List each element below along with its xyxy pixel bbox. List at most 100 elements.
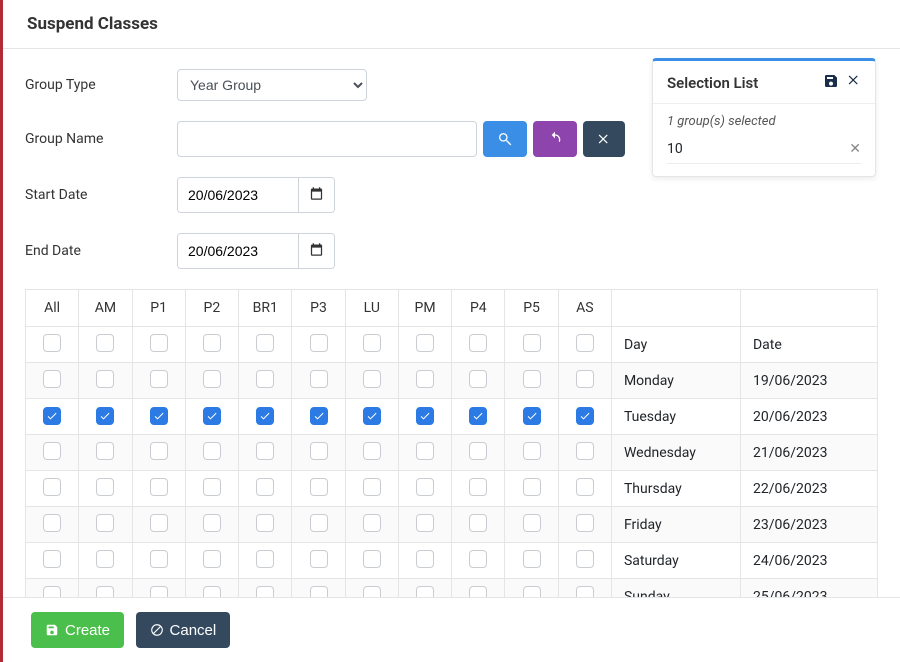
period-checkbox[interactable] xyxy=(523,550,541,568)
period-checkbox[interactable] xyxy=(576,370,594,388)
period-checkbox[interactable] xyxy=(43,407,61,425)
period-checkbox[interactable] xyxy=(96,370,114,388)
period-checkbox[interactable] xyxy=(576,407,594,425)
period-checkbox[interactable] xyxy=(43,370,61,388)
period-checkbox[interactable] xyxy=(310,514,328,532)
period-checkbox[interactable] xyxy=(310,550,328,568)
period-checkbox[interactable] xyxy=(523,407,541,425)
period-checkbox[interactable] xyxy=(96,514,114,532)
period-checkbox[interactable] xyxy=(256,407,274,425)
end-date-picker-button[interactable] xyxy=(298,234,334,268)
period-checkbox[interactable] xyxy=(150,370,168,388)
period-checkbox[interactable] xyxy=(310,478,328,496)
period-checkbox[interactable] xyxy=(523,334,541,352)
footer: Create Cancel xyxy=(3,597,900,662)
period-checkbox[interactable] xyxy=(469,370,487,388)
period-checkbox[interactable] xyxy=(96,550,114,568)
period-checkbox[interactable] xyxy=(43,514,61,532)
cancel-button[interactable]: Cancel xyxy=(136,612,231,648)
period-checkbox[interactable] xyxy=(203,478,221,496)
end-date-input[interactable] xyxy=(178,234,298,268)
period-checkbox[interactable] xyxy=(469,550,487,568)
period-checkbox[interactable] xyxy=(469,478,487,496)
period-checkbox[interactable] xyxy=(256,478,274,496)
cell-checkbox xyxy=(292,399,345,435)
cell-checkbox xyxy=(452,543,505,579)
period-checkbox[interactable] xyxy=(523,478,541,496)
period-checkbox[interactable] xyxy=(150,407,168,425)
period-checkbox[interactable] xyxy=(256,514,274,532)
period-checkbox[interactable] xyxy=(43,478,61,496)
cell-checkbox xyxy=(79,327,132,363)
period-checkbox[interactable] xyxy=(310,407,328,425)
period-checkbox[interactable] xyxy=(256,442,274,460)
period-checkbox[interactable] xyxy=(310,334,328,352)
period-checkbox[interactable] xyxy=(416,442,434,460)
period-checkbox[interactable] xyxy=(203,514,221,532)
period-checkbox[interactable] xyxy=(416,514,434,532)
period-checkbox[interactable] xyxy=(363,478,381,496)
period-checkbox[interactable] xyxy=(256,550,274,568)
period-checkbox[interactable] xyxy=(416,550,434,568)
cell-checkbox xyxy=(185,507,238,543)
period-checkbox[interactable] xyxy=(363,442,381,460)
cell-date: 24/06/2023 xyxy=(740,543,877,579)
period-checkbox[interactable] xyxy=(576,478,594,496)
period-checkbox[interactable] xyxy=(363,407,381,425)
period-checkbox[interactable] xyxy=(150,550,168,568)
period-checkbox[interactable] xyxy=(150,442,168,460)
period-checkbox[interactable] xyxy=(576,550,594,568)
search-button[interactable] xyxy=(483,121,527,157)
period-checkbox[interactable] xyxy=(256,370,274,388)
period-checkbox[interactable] xyxy=(203,550,221,568)
period-checkbox[interactable] xyxy=(469,334,487,352)
period-checkbox[interactable] xyxy=(576,334,594,352)
period-checkbox[interactable] xyxy=(523,514,541,532)
period-checkbox[interactable] xyxy=(363,514,381,532)
period-checkbox[interactable] xyxy=(43,334,61,352)
period-checkbox[interactable] xyxy=(363,370,381,388)
period-checkbox[interactable] xyxy=(96,442,114,460)
period-checkbox[interactable] xyxy=(43,442,61,460)
close-icon[interactable] xyxy=(847,73,861,93)
period-checkbox[interactable] xyxy=(576,514,594,532)
period-checkbox[interactable] xyxy=(43,550,61,568)
group-type-select[interactable]: Year Group xyxy=(177,69,367,101)
remove-selection-icon[interactable]: ✕ xyxy=(849,141,861,157)
cell-day: Wednesday xyxy=(611,435,740,471)
period-checkbox[interactable] xyxy=(96,407,114,425)
undo-button[interactable] xyxy=(533,121,577,157)
start-date-picker-button[interactable] xyxy=(298,178,334,212)
period-checkbox[interactable] xyxy=(256,334,274,352)
create-button[interactable]: Create xyxy=(31,612,124,648)
start-date-input[interactable] xyxy=(178,178,298,212)
period-checkbox[interactable] xyxy=(523,442,541,460)
cell-checkbox xyxy=(26,471,79,507)
period-checkbox[interactable] xyxy=(576,442,594,460)
period-checkbox[interactable] xyxy=(416,478,434,496)
period-checkbox[interactable] xyxy=(150,514,168,532)
period-checkbox[interactable] xyxy=(416,370,434,388)
period-checkbox[interactable] xyxy=(523,370,541,388)
period-checkbox[interactable] xyxy=(416,334,434,352)
save-icon[interactable] xyxy=(823,73,839,93)
period-checkbox[interactable] xyxy=(363,334,381,352)
period-checkbox[interactable] xyxy=(96,478,114,496)
period-checkbox[interactable] xyxy=(203,334,221,352)
period-checkbox[interactable] xyxy=(310,442,328,460)
period-checkbox[interactable] xyxy=(203,407,221,425)
group-name-input[interactable] xyxy=(177,121,477,157)
period-checkbox[interactable] xyxy=(469,407,487,425)
period-checkbox[interactable] xyxy=(416,407,434,425)
period-checkbox[interactable] xyxy=(363,550,381,568)
period-checkbox[interactable] xyxy=(203,442,221,460)
period-checkbox[interactable] xyxy=(203,370,221,388)
cell-checkbox xyxy=(505,507,558,543)
clear-button[interactable] xyxy=(583,121,625,157)
period-checkbox[interactable] xyxy=(150,334,168,352)
period-checkbox[interactable] xyxy=(469,442,487,460)
period-checkbox[interactable] xyxy=(150,478,168,496)
period-checkbox[interactable] xyxy=(96,334,114,352)
period-checkbox[interactable] xyxy=(310,370,328,388)
period-checkbox[interactable] xyxy=(469,514,487,532)
